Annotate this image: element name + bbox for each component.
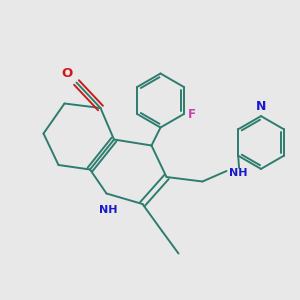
Text: N: N: [256, 100, 266, 113]
Text: NH: NH: [99, 205, 117, 215]
Text: F: F: [188, 107, 196, 121]
Text: O: O: [62, 67, 73, 80]
Text: NH: NH: [229, 167, 248, 178]
